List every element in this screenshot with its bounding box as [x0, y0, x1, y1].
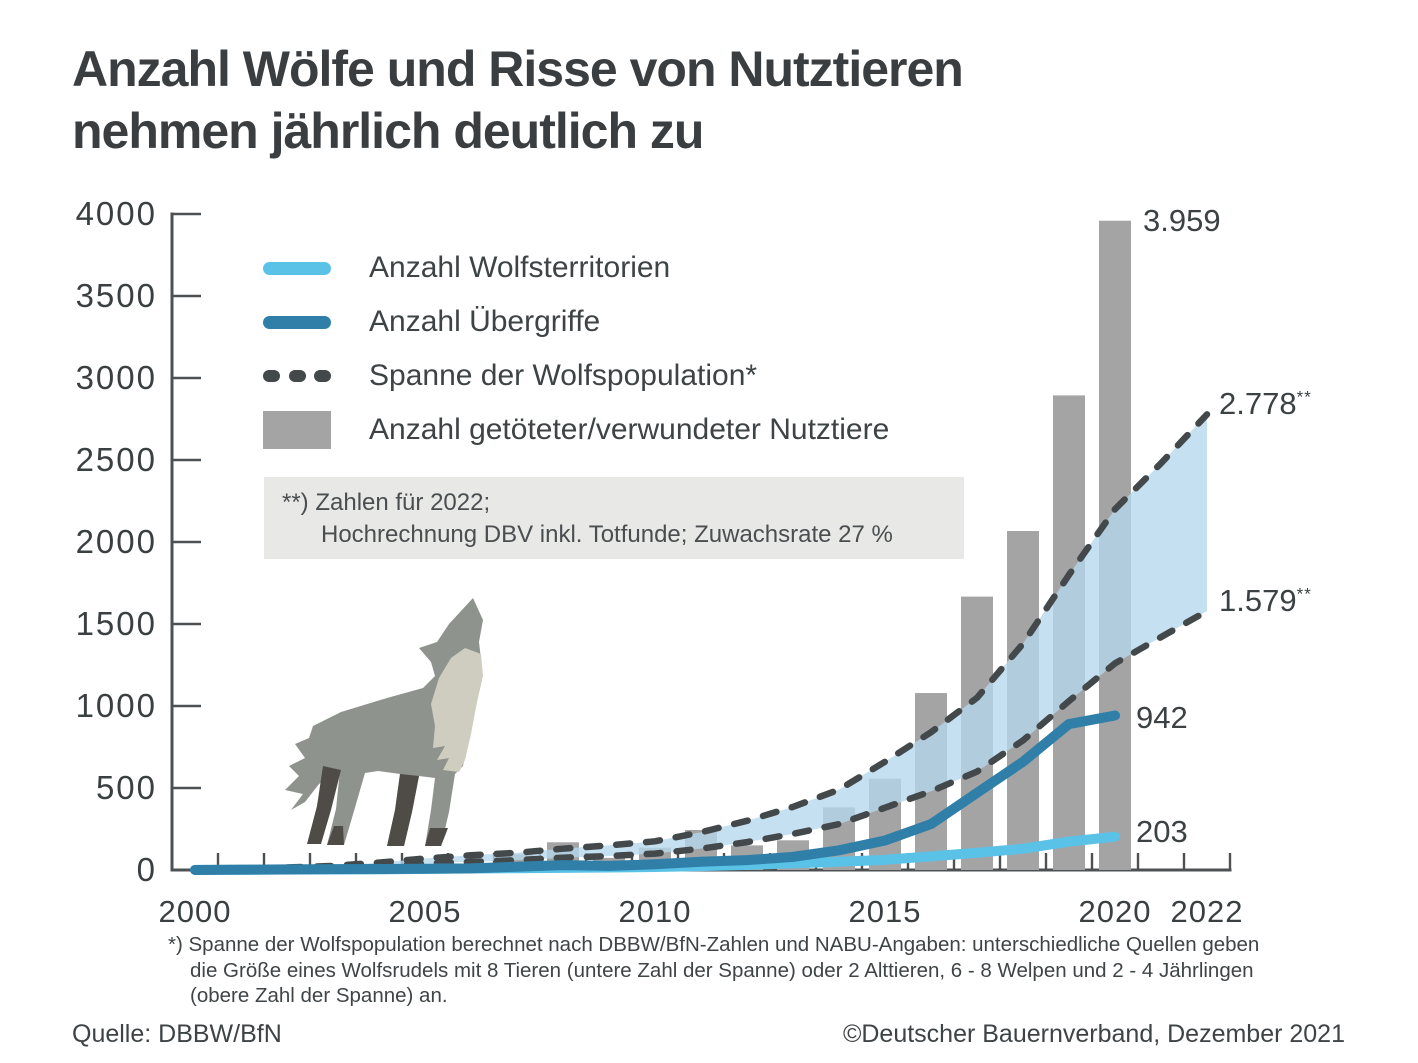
note-box: **) Zahlen für 2022; Hochrechnung DBV in… — [264, 477, 964, 559]
svg-text:2022: 2022 — [1171, 894, 1244, 929]
legend-item-nutztiere: Anzahl getöteter/verwundeter Nutztiere — [263, 403, 889, 457]
footnote: *) Spanne der Wolfspopulation berechnet … — [168, 932, 1259, 1009]
territorien-line-swatch-icon — [263, 261, 331, 275]
title-line-2: nehmen jährlich deutlich zu — [72, 103, 704, 159]
title-line-1: Anzahl Wölfe und Risse von Nutztieren — [72, 41, 964, 97]
svg-text:2010: 2010 — [619, 894, 692, 929]
svg-text:2005: 2005 — [389, 894, 462, 929]
copyright-text: ©Deutscher Bauernverband, Dezember 2021 — [842, 1020, 1345, 1048]
annotation-spanne-upper-2778: 2.778** — [1219, 386, 1312, 422]
chart-legend: Anzahl Wolfsterritorien Anzahl Übergriff… — [263, 241, 889, 457]
dashed-line-swatch-icon — [263, 369, 331, 383]
annotation-territorien-203: 203 — [1136, 813, 1188, 849]
svg-text:0: 0 — [137, 851, 157, 888]
source-text: Quelle: DBBW/BfN — [72, 1020, 282, 1048]
chart-plot — [190, 220, 1211, 875]
svg-text:2020: 2020 — [1079, 894, 1152, 929]
note-line-2: Hochrechnung DBV inkl. Totfunde; Zuwachs… — [321, 521, 893, 548]
svg-text:3000: 3000 — [76, 359, 157, 396]
legend-item-wolfsterritorien: Anzahl Wolfsterritorien — [263, 241, 889, 295]
legend-item-spanne: Spanne der Wolfspopulation* — [263, 349, 889, 403]
footnote-line-1: *) Spanne der Wolfspopulation berechnet … — [168, 933, 1260, 956]
note-line-1: **) Zahlen für 2022; — [282, 489, 491, 516]
svg-text:2015: 2015 — [849, 894, 922, 929]
annotation-uebergriffe-942: 942 — [1136, 699, 1188, 735]
legend-label: Anzahl getöteter/verwundeter Nutztiere — [369, 413, 890, 446]
legend-label: Spanne der Wolfspopulation* — [369, 359, 758, 392]
footnote-line-2: die Größe eines Wolfsrudels mit 8 Tieren… — [190, 958, 1254, 982]
svg-text:2000: 2000 — [159, 894, 232, 929]
annotation-spanne-lower-1579: 1.579** — [1219, 583, 1312, 619]
svg-text:2500: 2500 — [76, 441, 157, 478]
wolf-icon — [285, 598, 483, 846]
svg-text:500: 500 — [96, 769, 157, 806]
svg-text:1000: 1000 — [76, 687, 157, 724]
legend-label: Anzahl Wolfsterritorien — [369, 251, 671, 284]
svg-text:4000: 4000 — [76, 195, 157, 232]
svg-text:2000: 2000 — [76, 523, 157, 560]
page-title: Anzahl Wölfe und Risse von Nutztieren ne… — [72, 38, 964, 162]
svg-text:3500: 3500 — [76, 277, 157, 314]
legend-label: Anzahl Übergriffe — [369, 305, 601, 338]
bar-swatch-icon — [263, 411, 331, 449]
chart-axes: 0 500 1000 1500 2000 2500 3000 3500 4000 2000 2005… — [76, 195, 1244, 929]
uebergriffe-line-swatch-icon — [263, 315, 331, 329]
legend-item-uebergriffe: Anzahl Übergriffe — [263, 295, 889, 349]
svg-text:1500: 1500 — [76, 605, 157, 642]
annotation-nutztiere-3959: 3.959 — [1143, 202, 1221, 238]
footnote-line-3: (obere Zahl der Spanne) an. — [190, 984, 448, 1007]
